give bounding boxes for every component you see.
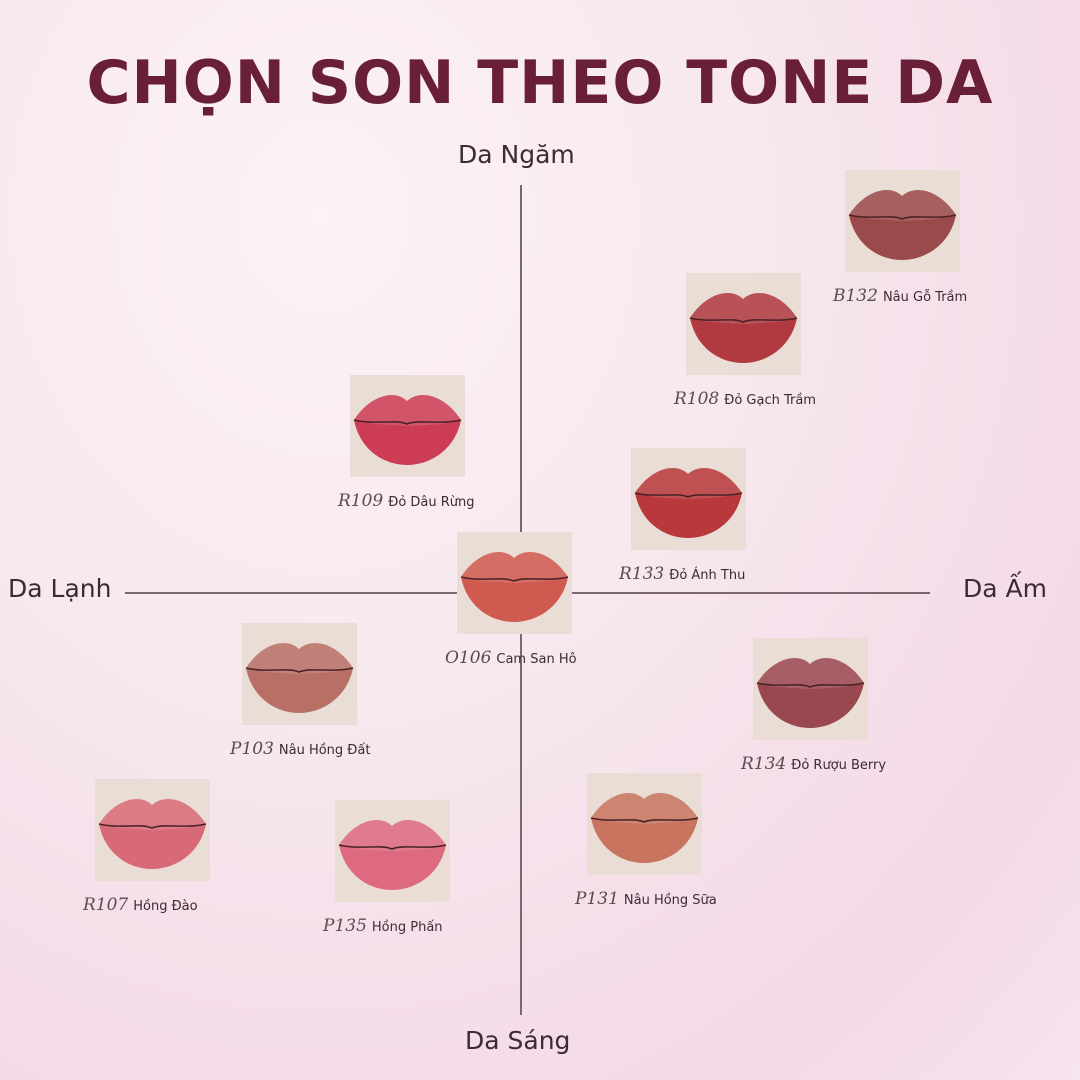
axis-label-right: Da Ấm	[963, 574, 1047, 603]
lipstick-name: Hồng Phấn	[371, 920, 443, 935]
lipstick-item: P103 Nâu Hồng Đất	[230, 623, 370, 759]
lip-swatch-image	[457, 532, 572, 634]
lip-swatch-image	[686, 273, 801, 375]
lip-line	[460, 576, 569, 582]
axis-label-left: Da Lạnh	[8, 574, 112, 603]
lower-lip	[757, 683, 864, 728]
upper-lip	[461, 552, 568, 583]
lipstick-code: R109	[338, 491, 384, 511]
lipstick-name: Nâu Hồng Đất	[278, 743, 371, 758]
lip-line	[98, 823, 207, 829]
lip-swatch-image	[631, 448, 746, 550]
lower-lip	[99, 824, 206, 869]
lipstick-name: Hồng Đào	[133, 899, 198, 914]
lip-line	[756, 682, 865, 688]
lipstick-item: P135 Hồng Phấn	[323, 800, 450, 936]
lower-lip	[246, 668, 353, 713]
lipstick-label: R133 Đỏ Ánh Thu	[619, 564, 745, 584]
lip-swatch-image	[845, 170, 960, 272]
lipstick-code: P103	[230, 739, 274, 759]
upper-lip	[849, 190, 956, 221]
lipstick-code: B132	[833, 286, 878, 306]
lipstick-label: B132 Nâu Gỗ Trầm	[833, 286, 967, 306]
lower-lip	[591, 818, 698, 863]
lip-swatch-image	[95, 779, 210, 881]
upper-lip	[354, 395, 461, 426]
lipstick-label: O106 Cam San Hô	[445, 648, 577, 668]
lip-swatch-image	[335, 800, 450, 902]
lip-swatch-image	[350, 375, 465, 477]
lip-swatch-image	[242, 623, 357, 725]
lipstick-label: P135 Hồng Phấn	[323, 916, 443, 936]
lipstick-item: B132 Nâu Gỗ Trầm	[833, 170, 967, 306]
lip-line	[634, 492, 743, 498]
lipstick-name: Cam San Hô	[496, 652, 577, 667]
lower-lip	[339, 845, 446, 890]
axis-label-top: Da Ngăm	[458, 140, 575, 169]
upper-lip	[246, 643, 353, 674]
lower-lip	[690, 318, 797, 363]
lipstick-name: Đỏ Dâu Rừng	[388, 495, 475, 510]
lipstick-item: R134 Đỏ Rượu Berry	[741, 638, 886, 774]
lipstick-code: R107	[83, 895, 129, 915]
lipstick-name: Nâu Hồng Sữa	[623, 893, 717, 908]
upper-lip	[99, 799, 206, 830]
lipstick-name: Đỏ Ánh Thu	[669, 568, 746, 583]
lipstick-item: R133 Đỏ Ánh Thu	[619, 448, 746, 584]
lip-swatch-image	[587, 773, 702, 875]
lipstick-code: R134	[741, 754, 787, 774]
lipstick-item: R109 Đỏ Dâu Rừng	[338, 375, 475, 511]
lip-line	[689, 317, 798, 323]
lipstick-item: O106 Cam San Hô	[445, 532, 577, 668]
lower-lip	[354, 420, 461, 465]
lip-line	[848, 214, 957, 220]
lipstick-label: R109 Đỏ Dâu Rừng	[338, 491, 475, 511]
lip-swatch-image	[753, 638, 868, 740]
lower-lip	[461, 577, 568, 622]
lower-lip	[635, 493, 742, 538]
lipstick-label: P131 Nâu Hồng Sữa	[575, 889, 717, 909]
lower-lip	[849, 215, 956, 260]
axis-label-bottom: Da Sáng	[465, 1026, 571, 1055]
lipstick-name: Đỏ Rượu Berry	[791, 758, 887, 773]
lipstick-code: P135	[323, 916, 367, 936]
upper-lip	[690, 293, 797, 324]
lipstick-code: P131	[575, 889, 619, 909]
upper-lip	[591, 793, 698, 824]
lipstick-item: R107 Hồng Đào	[83, 779, 210, 915]
lipstick-code: O106	[445, 648, 492, 668]
lipstick-item: R108 Đỏ Gạch Trầm	[674, 273, 816, 409]
upper-lip	[339, 820, 446, 851]
lipstick-code: R133	[619, 564, 665, 584]
lipstick-name: Đỏ Gạch Trầm	[724, 393, 816, 408]
lip-line	[338, 844, 447, 850]
lipstick-label: R108 Đỏ Gạch Trầm	[674, 389, 816, 409]
lip-line	[590, 817, 699, 823]
lipstick-label: R134 Đỏ Rượu Berry	[741, 754, 886, 774]
lipstick-item: P131 Nâu Hồng Sữa	[575, 773, 717, 909]
upper-lip	[635, 468, 742, 499]
page-title: CHỌN SON THEO TONE DA	[86, 48, 994, 118]
lip-line	[353, 419, 462, 425]
lipstick-label: P103 Nâu Hồng Đất	[230, 739, 370, 759]
lip-line	[245, 667, 354, 673]
lipstick-name: Nâu Gỗ Trầm	[882, 290, 968, 305]
lipstick-code: R108	[674, 389, 720, 409]
upper-lip	[757, 658, 864, 689]
lipstick-label: R107 Hồng Đào	[83, 895, 198, 915]
